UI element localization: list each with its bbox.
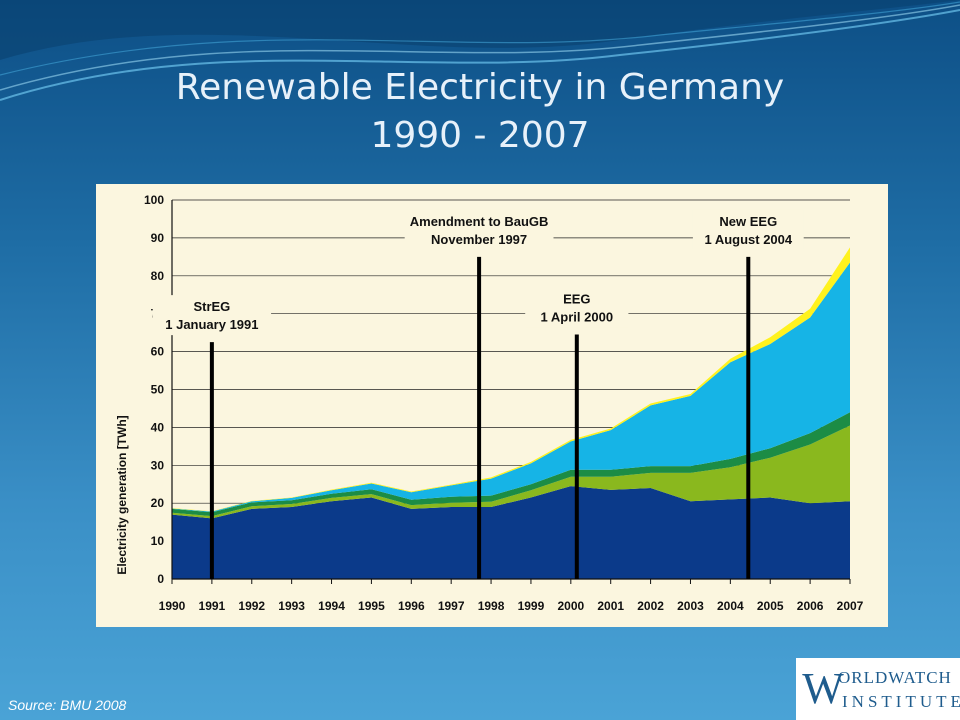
annotation-line2: 1 August 2004 bbox=[704, 232, 792, 247]
y-tick-label: 20 bbox=[151, 496, 165, 510]
x-tick-label: 1998 bbox=[478, 599, 505, 613]
x-tick-label: 2002 bbox=[637, 599, 664, 613]
x-tick-label: 2004 bbox=[717, 599, 744, 613]
area-chart: 0102030405060708090100199019911992199319… bbox=[115, 193, 864, 613]
x-tick-label: 1996 bbox=[398, 599, 425, 613]
y-tick-label: 30 bbox=[151, 458, 165, 472]
title-line-2: 1990 - 2007 bbox=[370, 115, 590, 156]
source-note: Source: BMU 2008 bbox=[8, 697, 127, 713]
annotation-line2: 1 January 1991 bbox=[165, 317, 258, 332]
x-tick-label: 2005 bbox=[757, 599, 784, 613]
annotation-bg bbox=[404, 209, 554, 250]
series-area-1 bbox=[172, 486, 850, 579]
annotation-bg bbox=[525, 287, 629, 328]
y-tick-label: 10 bbox=[151, 534, 165, 548]
y-tick-label: 100 bbox=[144, 193, 164, 207]
annotation-bg bbox=[152, 295, 272, 336]
y-tick-label: 80 bbox=[151, 269, 165, 283]
annotation-line2: 1 April 2000 bbox=[541, 310, 614, 325]
header-swoosh bbox=[0, 0, 960, 101]
logo-mark: W bbox=[802, 664, 844, 713]
x-tick-label: 1990 bbox=[159, 599, 186, 613]
logo-bottom-text: INSTITUTE bbox=[842, 692, 960, 711]
annotation-line2: November 1997 bbox=[431, 232, 527, 247]
y-tick-label: 90 bbox=[151, 231, 165, 245]
annotation-line1: EEG bbox=[563, 292, 590, 307]
x-tick-label: 1993 bbox=[278, 599, 305, 613]
y-tick-label: 60 bbox=[151, 345, 165, 359]
x-tick-label: 2007 bbox=[837, 599, 864, 613]
series-area-2 bbox=[172, 425, 850, 519]
slide-title: Renewable Electricity in Germany 1990 - … bbox=[0, 64, 960, 160]
series-areas bbox=[172, 247, 850, 579]
annotation-line1: StrEG bbox=[193, 299, 230, 314]
x-tick-label: 1997 bbox=[438, 599, 465, 613]
annotation-line1: Amendment to BauGB bbox=[410, 214, 549, 229]
axes: 0102030405060708090100199019911992199319… bbox=[144, 193, 864, 613]
x-tick-label: 1999 bbox=[518, 599, 545, 613]
y-tick-label: 50 bbox=[151, 383, 165, 397]
chart-panel: 0102030405060708090100199019911992199319… bbox=[96, 184, 888, 627]
worldwatch-logo: W ORLDWATCH INSTITUTE bbox=[796, 658, 960, 720]
x-tick-label: 2000 bbox=[557, 599, 584, 613]
y-tick-label: 0 bbox=[157, 572, 164, 586]
x-tick-label: 2001 bbox=[597, 599, 624, 613]
series-area-4 bbox=[172, 262, 850, 513]
title-line-1: Renewable Electricity in Germany bbox=[175, 67, 785, 108]
x-tick-label: 2003 bbox=[677, 599, 704, 613]
x-tick-label: 1991 bbox=[199, 599, 226, 613]
x-tick-label: 2006 bbox=[797, 599, 824, 613]
x-tick-label: 1994 bbox=[318, 599, 345, 613]
y-axis-label: Electricity generation [TWh] bbox=[115, 415, 129, 574]
x-tick-label: 1992 bbox=[238, 599, 265, 613]
x-tick-label: 1995 bbox=[358, 599, 385, 613]
logo-top-text: ORLDWATCH bbox=[838, 668, 952, 687]
annotation-bg bbox=[692, 209, 804, 250]
annotations: StrEG 1 January 1991 Amendment to BauGB Nov… bbox=[152, 209, 804, 579]
series-area-3 bbox=[172, 412, 850, 517]
y-tick-label: 40 bbox=[151, 420, 165, 434]
annotation-line1: New EEG bbox=[719, 214, 777, 229]
